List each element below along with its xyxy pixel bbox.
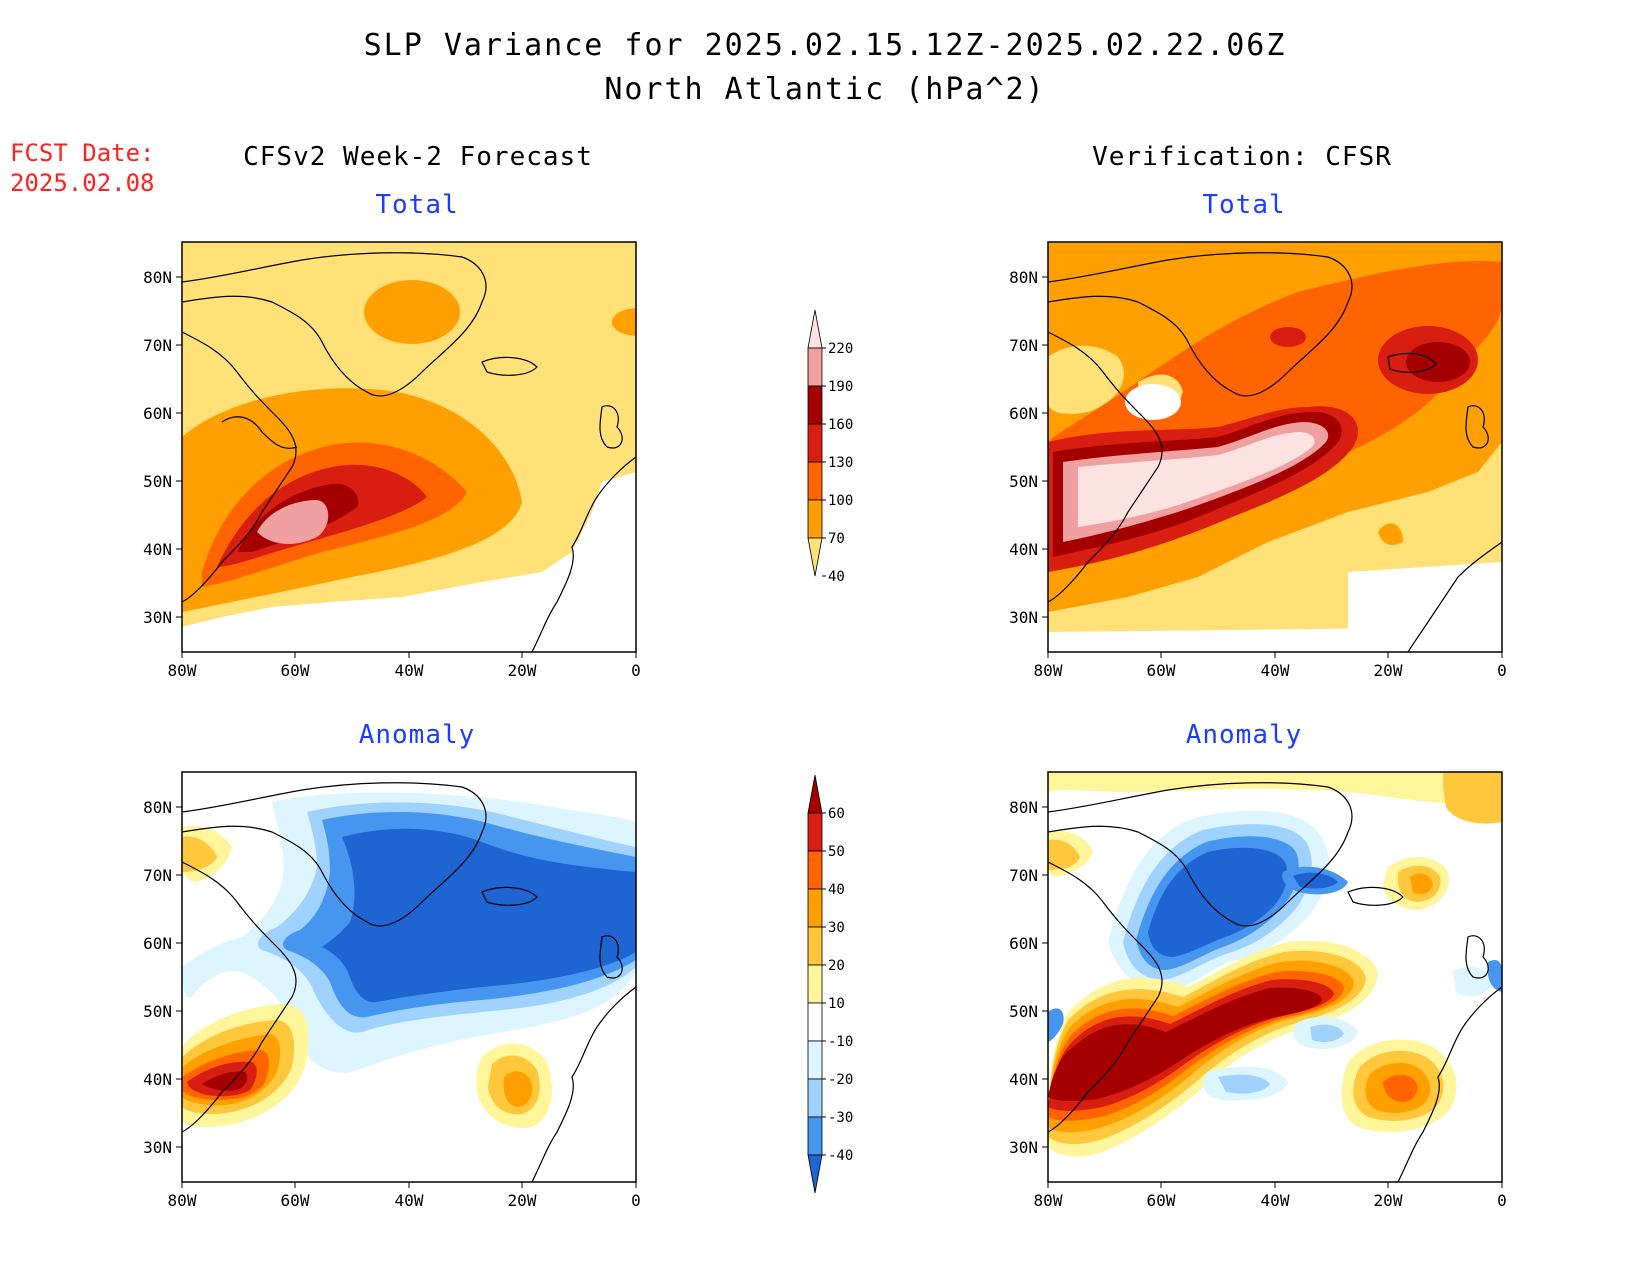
- lon-tick-label: 80W: [168, 661, 197, 680]
- colorbar-swatch: [807, 309, 823, 349]
- forecast-date-value: 2025.02.08: [10, 169, 155, 197]
- lon-tick-label: 40W: [1261, 661, 1290, 680]
- colorbar-swatch: [807, 850, 823, 890]
- lon-tick-label: 40W: [395, 661, 424, 680]
- lat-tick-label: 70N: [1009, 866, 1038, 885]
- lon-tick-label: 40W: [395, 1191, 424, 1210]
- colorbar-swatch: [807, 1078, 823, 1118]
- colorbar-label: 130: [828, 455, 853, 471]
- lon-tick-label: 0: [631, 1191, 641, 1210]
- lon-tick-label: 60W: [1147, 661, 1176, 680]
- lat-tick-label: 60N: [143, 404, 172, 423]
- colorbar-swatch: [807, 1116, 823, 1156]
- colorbar-swatch: [807, 1002, 823, 1042]
- forecast-date-label: FCST Date:: [10, 139, 155, 167]
- lat-tick-label: 70N: [143, 866, 172, 885]
- lat-tick-label: 70N: [143, 336, 172, 355]
- colorbar-label: 60: [828, 806, 845, 822]
- colorbar-label: 50: [828, 844, 845, 860]
- lat-tick-label: 80N: [143, 798, 172, 817]
- colorbar-label: 100: [828, 493, 853, 509]
- lon-tick-label: 60W: [1147, 1191, 1176, 1210]
- lat-tick-label: 60N: [143, 934, 172, 953]
- colorbar-label: 190: [828, 379, 853, 395]
- colorbar-swatch: [807, 964, 823, 1004]
- lon-tick-label: 0: [1497, 661, 1507, 680]
- lon-tick-label: 20W: [1374, 1191, 1403, 1210]
- colorbar-label: 10: [828, 996, 845, 1012]
- lat-tick-label: 50N: [1009, 472, 1038, 491]
- lon-tick-label: 80W: [1034, 661, 1063, 680]
- colorbar-label: 20: [828, 958, 845, 974]
- verification-total-map: 80N 70N 60N 50N 40N 30N 80W 60W 40W 20W …: [1009, 241, 1507, 680]
- lat-tick-label: 40N: [143, 540, 172, 559]
- forecast-total-map: 80N 70N 60N 50N 40N 30N 80W 60W 40W 20W …: [143, 241, 641, 680]
- map-title-line2: North Atlantic (hPa^2): [604, 72, 1046, 107]
- colorbar-label: -40: [828, 1148, 853, 1164]
- lon-tick-label: 20W: [1374, 661, 1403, 680]
- lat-tick-label: 50N: [143, 1002, 172, 1021]
- lat-tick-label: 40N: [143, 1070, 172, 1089]
- panel-label-verification-total: Total: [1202, 190, 1286, 220]
- panel-label-forecast-total: Total: [375, 190, 459, 220]
- lon-tick-label: 60W: [281, 661, 310, 680]
- colorbar-anomaly: 60 50 40 30 20 10 -10 -20 -30 -40: [807, 774, 853, 1194]
- lon-tick-label: 0: [1497, 1191, 1507, 1210]
- colorbar-swatch: [807, 499, 823, 539]
- lon-tick-label: 40W: [1261, 1191, 1290, 1210]
- colorbar-swatch: [807, 423, 823, 463]
- lon-tick-label: 20W: [508, 1191, 537, 1210]
- colorbar-label: 220: [828, 341, 853, 357]
- colorbar-label: 40: [828, 882, 845, 898]
- lat-tick-label: 30N: [143, 1138, 172, 1157]
- lat-tick-label: 80N: [1009, 268, 1038, 287]
- colorbar-label: -20: [828, 1072, 853, 1088]
- colorbar-swatch: [807, 461, 823, 501]
- colorbar-swatch: [807, 1040, 823, 1080]
- panel-label-forecast-anomaly: Anomaly: [358, 720, 476, 750]
- colorbar-label: -30: [828, 1110, 853, 1126]
- colorbar-swatch: [807, 774, 823, 814]
- column-header-forecast: CFSv2 Week-2 Forecast: [243, 142, 593, 172]
- panel-label-verification-anomaly: Anomaly: [1185, 720, 1303, 750]
- lat-tick-label: 30N: [1009, 608, 1038, 627]
- forecast-anomaly-map: 80N 70N 60N 50N 40N 30N 80W 60W 40W 20W …: [143, 771, 641, 1210]
- colorbar-total: 220 190 160 130 100 70 40: [807, 309, 853, 585]
- lon-tick-label: 20W: [508, 661, 537, 680]
- colorbar-swatch: [807, 385, 823, 425]
- column-header-verification: Verification: CFSR: [1092, 142, 1392, 172]
- colorbar-label: -10: [828, 1034, 853, 1050]
- lat-tick-label: 60N: [1009, 934, 1038, 953]
- lat-tick-label: 30N: [143, 608, 172, 627]
- colorbar-label: 160: [828, 417, 853, 433]
- colorbar-swatch: [807, 537, 823, 577]
- colorbar-swatch: [807, 347, 823, 387]
- colorbar-swatch: [807, 1154, 823, 1194]
- lat-tick-label: 50N: [1009, 1002, 1038, 1021]
- lat-tick-label: 40N: [1009, 540, 1038, 559]
- colorbar-label: 40: [828, 569, 845, 585]
- lat-tick-label: 80N: [143, 268, 172, 287]
- map-title-line1: SLP Variance for 2025.02.15.12Z-2025.02.…: [363, 28, 1287, 63]
- lat-tick-label: 80N: [1009, 798, 1038, 817]
- lat-tick-label: 50N: [143, 472, 172, 491]
- colorbar-label: 70: [828, 531, 845, 547]
- colorbar-swatch: [807, 888, 823, 928]
- lat-tick-label: 60N: [1009, 404, 1038, 423]
- verification-anomaly-map: 80N 70N 60N 50N 40N 30N 80W 60W 40W 20W …: [1009, 771, 1507, 1210]
- colorbar-swatch: [807, 926, 823, 966]
- lon-tick-label: 60W: [281, 1191, 310, 1210]
- colorbar-label: 30: [828, 920, 845, 936]
- colorbar-swatch: [807, 812, 823, 852]
- lat-tick-label: 40N: [1009, 1070, 1038, 1089]
- lat-tick-label: 30N: [1009, 1138, 1038, 1157]
- lon-tick-label: 80W: [1034, 1191, 1063, 1210]
- lon-tick-label: 80W: [168, 1191, 197, 1210]
- lat-tick-label: 70N: [1009, 336, 1038, 355]
- lon-tick-label: 0: [631, 661, 641, 680]
